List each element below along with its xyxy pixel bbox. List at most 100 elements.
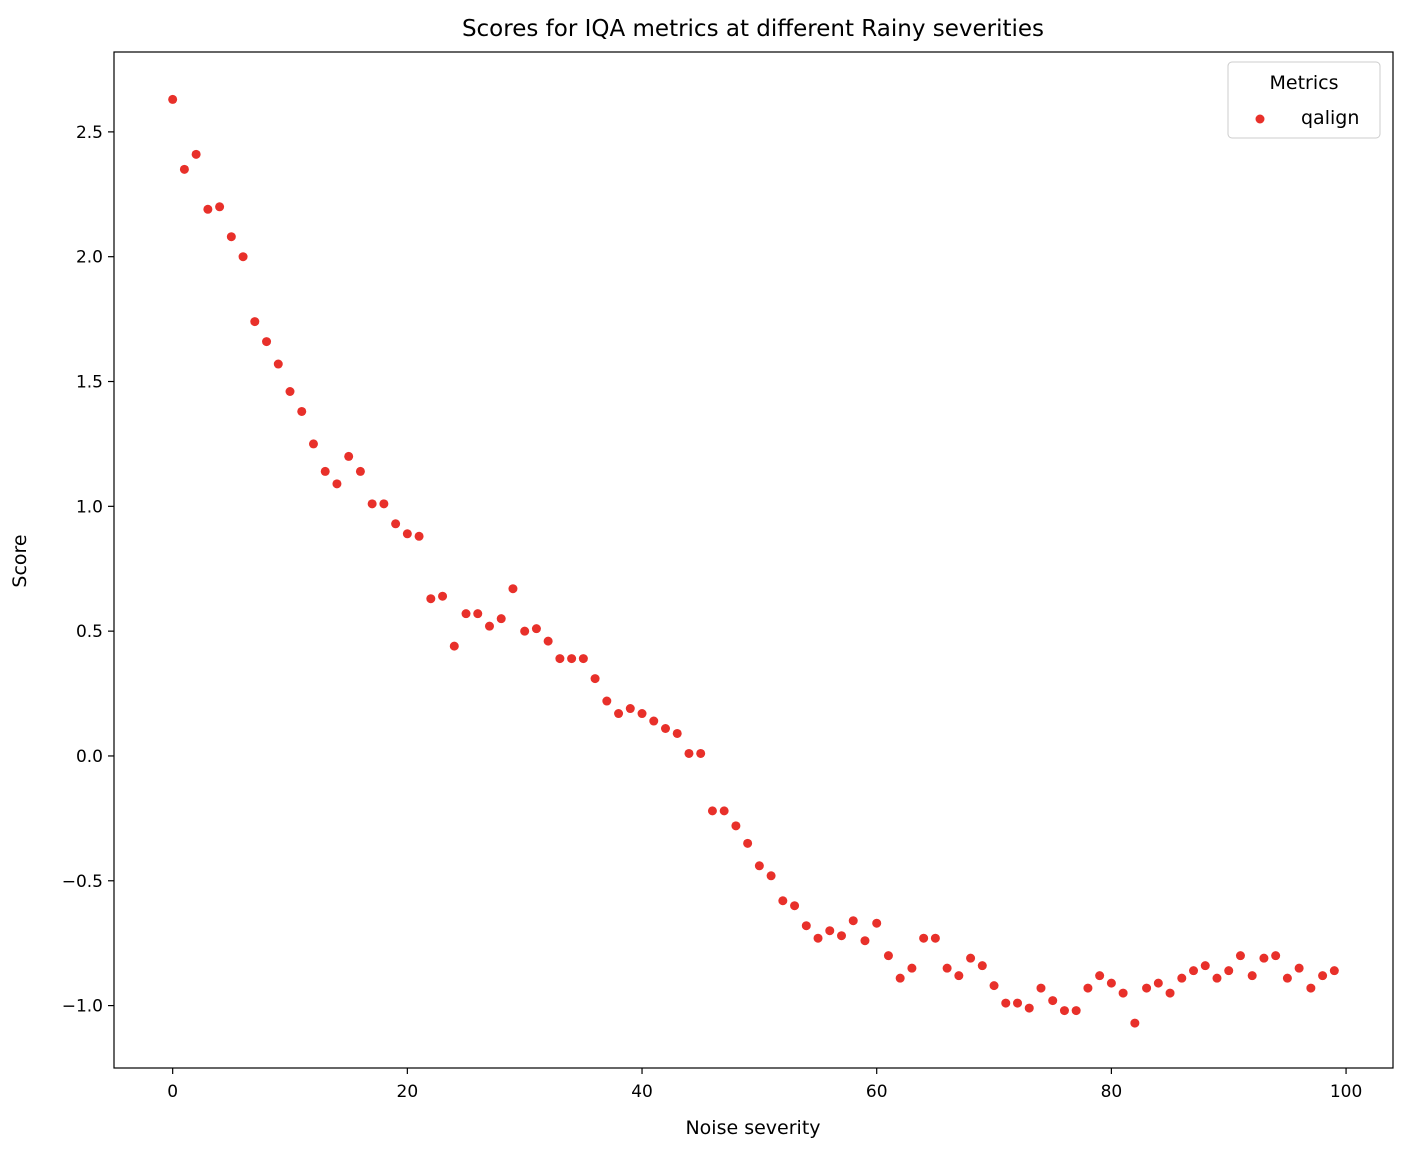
data-point — [1142, 983, 1152, 993]
data-point — [1235, 951, 1245, 961]
data-point — [320, 466, 330, 476]
data-point — [1306, 983, 1316, 993]
data-point — [555, 654, 565, 664]
y-tick-label: −0.5 — [62, 872, 103, 892]
data-point — [215, 202, 225, 212]
data-point — [719, 806, 729, 816]
data-point — [1247, 971, 1257, 981]
data-point — [637, 709, 647, 719]
data-point — [484, 621, 494, 631]
plot-area-frame — [113, 51, 1394, 1069]
data-point — [649, 716, 659, 726]
data-point — [1130, 1018, 1140, 1028]
data-point — [837, 931, 847, 941]
data-point — [203, 204, 213, 214]
y-tick-label: −1.0 — [62, 997, 103, 1017]
data-point — [578, 654, 588, 664]
x-tick-label: 60 — [866, 1082, 888, 1102]
data-point — [250, 317, 260, 327]
legend-marker-qalign — [1255, 114, 1265, 124]
data-point — [367, 499, 377, 509]
data-point — [590, 674, 600, 684]
data-point — [1153, 978, 1163, 988]
data-point — [813, 933, 823, 943]
data-point — [1059, 1006, 1069, 1016]
legend-label-qalign: qalign — [1301, 107, 1359, 129]
data-point — [1036, 983, 1046, 993]
data-point — [625, 704, 635, 714]
data-point — [531, 624, 541, 634]
data-point — [262, 337, 272, 347]
x-tick-label: 40 — [631, 1082, 653, 1102]
data-point — [1071, 1006, 1081, 1016]
data-point — [308, 439, 318, 449]
data-point — [355, 466, 365, 476]
data-point — [778, 896, 788, 906]
data-point — [1294, 963, 1304, 973]
y-tick-label: 1.0 — [76, 497, 103, 517]
x-tick-label: 20 — [397, 1082, 419, 1102]
y-tick-label: 2.5 — [76, 123, 103, 143]
data-point — [754, 861, 764, 871]
data-point — [438, 591, 448, 601]
data-point — [226, 232, 236, 242]
data-point — [391, 519, 401, 529]
data-point — [1329, 966, 1339, 976]
data-point — [848, 916, 858, 926]
data-point — [191, 149, 201, 159]
data-point — [954, 971, 964, 981]
data-point — [461, 609, 471, 619]
data-point — [285, 386, 295, 396]
legend-title: Metrics — [1270, 72, 1339, 94]
data-point — [426, 594, 436, 604]
data-point — [919, 933, 929, 943]
data-point — [1177, 973, 1187, 983]
y-tick-label: 0.5 — [76, 622, 103, 642]
data-point — [684, 748, 694, 758]
data-point — [989, 981, 999, 991]
y-axis: −1.0 −0.5 0.0 0.5 1.0 1.5 2.0 2.5 — [62, 123, 114, 1017]
data-point — [672, 728, 682, 738]
data-point — [1106, 978, 1116, 988]
data-point — [297, 406, 307, 416]
data-point — [1212, 973, 1222, 983]
data-point — [179, 164, 189, 174]
y-tick-label: 1.5 — [76, 373, 103, 393]
data-point — [707, 806, 717, 816]
x-axis: 0 20 40 60 80 100 — [167, 1068, 1362, 1102]
data-point — [414, 531, 424, 541]
data-point — [907, 963, 917, 973]
data-point — [825, 926, 835, 936]
x-tick-label: 0 — [167, 1082, 178, 1102]
data-point — [602, 696, 612, 706]
data-point — [402, 529, 412, 539]
data-point — [766, 871, 776, 881]
data-point — [168, 94, 178, 104]
data-point — [1224, 966, 1234, 976]
data-point — [520, 626, 530, 636]
data-point — [567, 654, 577, 664]
data-point — [895, 973, 905, 983]
x-axis-title: Noise severity — [685, 1117, 820, 1139]
data-point — [660, 724, 670, 734]
data-point — [1318, 971, 1328, 981]
data-point — [872, 918, 882, 928]
data-point — [1200, 961, 1210, 971]
data-point — [332, 479, 342, 489]
legend: Metrics qalign — [1227, 61, 1381, 139]
data-point — [543, 636, 553, 646]
x-tick-label: 80 — [1101, 1082, 1123, 1102]
data-point — [1001, 998, 1011, 1008]
y-tick-label: 0.0 — [76, 747, 103, 767]
data-point — [1165, 988, 1175, 998]
data-point — [966, 953, 976, 963]
legend-box — [1227, 61, 1381, 139]
y-axis-title: Score — [9, 534, 31, 587]
data-point — [344, 451, 354, 461]
data-point — [942, 963, 952, 973]
data-point — [1282, 973, 1292, 983]
data-point — [1189, 966, 1199, 976]
data-point — [379, 499, 389, 509]
data-point — [930, 933, 940, 943]
